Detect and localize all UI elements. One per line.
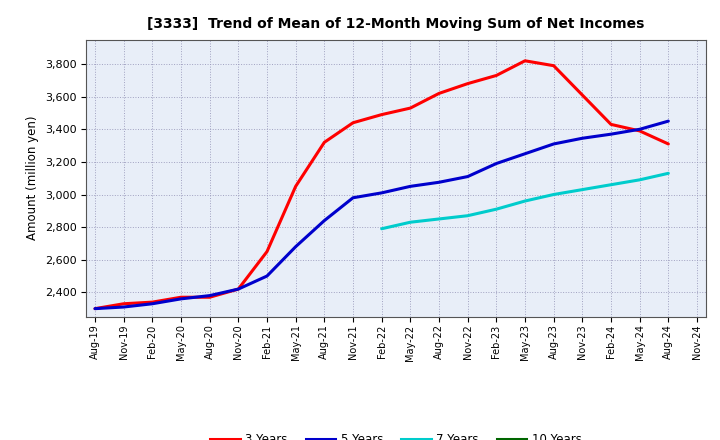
Legend: 3 Years, 5 Years, 7 Years, 10 Years: 3 Years, 5 Years, 7 Years, 10 Years: [205, 428, 587, 440]
Title: [3333]  Trend of Mean of 12-Month Moving Sum of Net Incomes: [3333] Trend of Mean of 12-Month Moving …: [148, 18, 644, 32]
Y-axis label: Amount (million yen): Amount (million yen): [27, 116, 40, 240]
